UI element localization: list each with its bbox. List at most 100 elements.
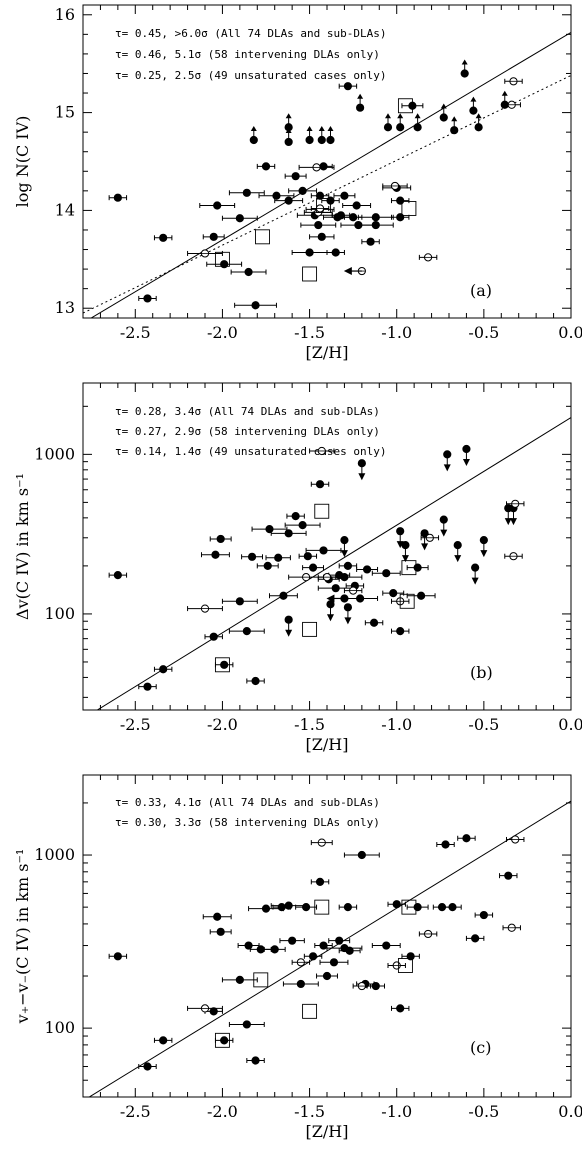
- boxed-point-marker: [302, 266, 318, 282]
- x-tick-label: -1.5: [294, 1102, 325, 1121]
- data-point: [244, 267, 253, 277]
- data-point: [382, 941, 391, 950]
- data-point: [263, 561, 272, 570]
- up-arrow-icon: [306, 125, 313, 131]
- down-arrow-icon: [326, 614, 334, 622]
- up-arrow-icon: [285, 113, 292, 119]
- x-tick-label: 0.0: [558, 1102, 582, 1121]
- data-point: [291, 172, 300, 181]
- data-point: [319, 162, 328, 171]
- data-point: [366, 237, 375, 246]
- y-tick-label: 15: [55, 103, 75, 122]
- up-arrow-icon: [357, 93, 364, 99]
- data-point: [356, 594, 365, 603]
- up-arrow-icon: [440, 103, 447, 109]
- data-point: [369, 618, 379, 627]
- down-arrow-icon: [401, 555, 409, 563]
- panel-c: -2.5 -2.0 -1.5 -1.0 -0.5 0.0 100 1000 [Z/H] v₊−v₋…: [13, 774, 582, 1141]
- data-point: [303, 552, 312, 561]
- data-point: [213, 201, 222, 210]
- data-point: [371, 981, 380, 991]
- data-point: [251, 676, 260, 686]
- down-arrow-icon: [504, 518, 512, 526]
- data-point: [382, 569, 391, 578]
- data-point: [315, 191, 325, 200]
- panel-label: (b): [470, 663, 493, 682]
- data-point: [314, 220, 323, 230]
- data-point: [305, 248, 314, 257]
- data-point: [251, 1056, 260, 1065]
- data-point: [272, 191, 281, 200]
- boxed-point-marker: [399, 593, 415, 609]
- down-arrow-icon: [471, 577, 479, 585]
- data-point: [284, 529, 293, 538]
- up-arrow-icon: [285, 127, 292, 133]
- panel-b: -2.5 -2.0 -1.5 -1.0 -0.5 0.0 100 1000 [Z/H] Δv(C …: [13, 382, 582, 754]
- panel-label: (a): [470, 281, 492, 300]
- x-tick-label: -2.5: [120, 1102, 151, 1121]
- data-point: [113, 571, 122, 580]
- data-point: [159, 1036, 168, 1045]
- data-point: [340, 191, 349, 200]
- data-point: [270, 945, 279, 954]
- stat-annotation: τ= 0.46, 5.1σ (58 intervening DLAs only): [115, 48, 380, 61]
- y-tick-label: 1000: [34, 444, 75, 463]
- data-point: [209, 632, 218, 641]
- left-arrow-icon: [326, 594, 335, 603]
- down-arrow-icon: [480, 550, 488, 558]
- data-point: [256, 945, 265, 954]
- up-arrow-icon: [470, 96, 477, 102]
- data-point: [462, 834, 471, 843]
- data-point: [340, 573, 349, 582]
- data-point: [335, 936, 344, 945]
- y-tick-label: 13: [55, 298, 75, 317]
- down-arrow-icon: [454, 555, 462, 563]
- fit-line-solid: [96, 417, 571, 710]
- data-point: [308, 563, 318, 572]
- boxed-point-marker: [316, 198, 331, 213]
- data-point: [216, 534, 225, 544]
- data-point: [113, 952, 122, 961]
- data-point: [159, 233, 168, 242]
- data-point: [235, 597, 244, 606]
- x-tick-label: -0.5: [468, 1102, 499, 1121]
- data-point: [301, 903, 311, 912]
- data-point: [261, 162, 271, 171]
- stat-annotation: τ= 0.28, 3.4σ (All 74 DLAs and sub-DLAs): [115, 405, 380, 418]
- x-axis-label: [Z/H]: [306, 343, 349, 362]
- boxed-point-marker: [302, 1003, 318, 1019]
- data-point: [331, 248, 340, 257]
- data-point: [277, 903, 286, 912]
- data-point: [288, 936, 297, 945]
- data-point: [113, 193, 122, 202]
- fit-line-solid: [88, 800, 571, 1097]
- data-point: [211, 550, 220, 559]
- x-tick-label: -0.5: [468, 715, 499, 734]
- stat-annotation: τ= 0.33, 4.1σ (All 74 DLAs and sub-DLAs): [115, 796, 380, 809]
- left-arrow-icon: [343, 267, 352, 276]
- data-point: [396, 213, 405, 222]
- x-axis-label: [Z/H]: [306, 735, 349, 754]
- y-axis-label: v₊−v₋(C IV) in km s⁻¹: [13, 849, 32, 1025]
- data-point: [322, 971, 332, 981]
- x-tick-label: -1.5: [294, 715, 325, 734]
- boxed-point-marker: [314, 503, 330, 519]
- data-point: [413, 903, 422, 912]
- data-point: [396, 627, 405, 636]
- stat-annotation: τ= 0.14, 1.4σ (49 unsaturated cases only…: [115, 445, 387, 458]
- data-point: [274, 553, 283, 562]
- data-point: [143, 294, 152, 303]
- data-point: [479, 910, 488, 920]
- x-tick-label: -0.5: [468, 323, 499, 342]
- data-point: [279, 591, 288, 600]
- data-point: [296, 979, 305, 989]
- boxed-point-marker: [214, 657, 230, 673]
- stat-annotation: τ= 0.27, 2.9σ (58 intervening DLAs only): [115, 425, 380, 438]
- x-tick-label: -1.0: [381, 715, 412, 734]
- data-point: [298, 521, 307, 530]
- up-arrow-icon: [385, 113, 391, 119]
- data-point: [242, 1020, 251, 1029]
- data-point: [345, 946, 354, 955]
- x-tick-label: -1.0: [381, 1102, 412, 1121]
- data-point: [389, 589, 398, 598]
